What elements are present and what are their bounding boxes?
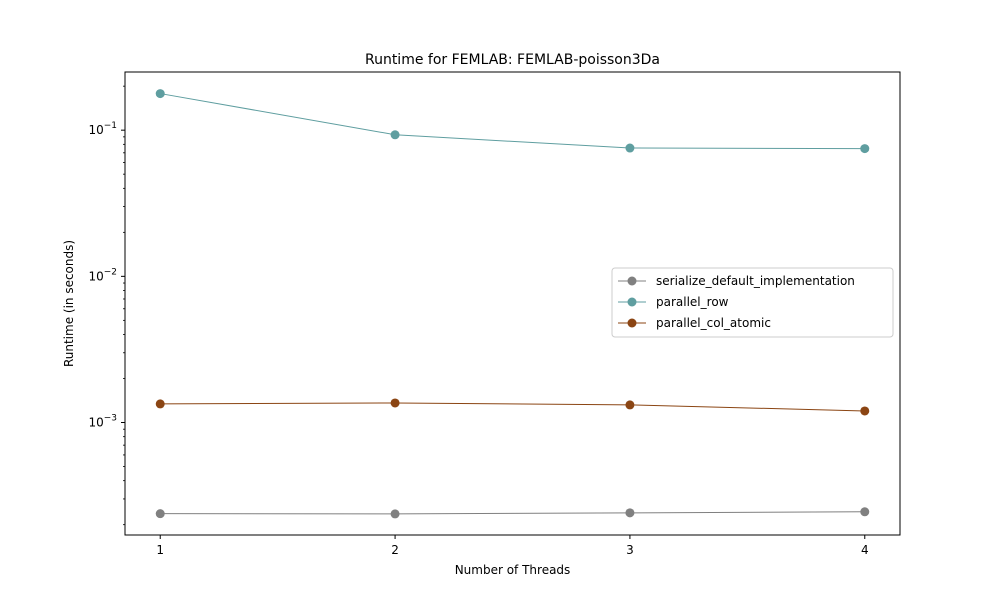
data-point: [860, 507, 870, 517]
series-line: [160, 511, 865, 515]
data-point: [155, 89, 165, 99]
data-point: [155, 509, 165, 519]
x-axis-label: Number of Threads: [455, 563, 571, 577]
y-tick-label: 10−1: [88, 121, 117, 137]
legend-label: parallel_row: [656, 295, 729, 309]
data-point: [390, 398, 400, 408]
legend-marker: [627, 297, 637, 307]
y-axis-label: Runtime (in seconds): [62, 240, 76, 367]
legend-label: serialize_default_implementation: [656, 274, 855, 288]
data-point: [625, 400, 635, 410]
axes: 1 2 3 4 10−1 10−2 10−3: [88, 85, 869, 557]
y-tick-label: 10−3: [88, 414, 117, 430]
data-point: [860, 144, 870, 154]
plot-frame: [124, 71, 901, 536]
x-tick-label: 2: [391, 543, 399, 557]
series-line: [160, 402, 865, 412]
data-point: [390, 130, 400, 140]
x-tick-label: 4: [861, 543, 869, 557]
data-point: [625, 143, 635, 153]
legend: serialize_default_implementation parallel…: [611, 267, 894, 338]
legend-label: parallel_col_atomic: [656, 316, 771, 330]
data-point: [390, 509, 400, 519]
data-point: [625, 508, 635, 518]
x-tick-label: 3: [626, 543, 634, 557]
series-line: [160, 93, 865, 150]
x-tick-label: 1: [156, 543, 164, 557]
legend-marker: [627, 318, 637, 328]
y-tick-label: 10−2: [88, 267, 117, 283]
legend-marker: [627, 276, 637, 286]
plot-area: [155, 89, 870, 519]
legend-box: [611, 267, 894, 338]
data-point: [860, 406, 870, 416]
chart-title: Runtime for FEMLAB: FEMLAB-poisson3Da: [365, 52, 660, 68]
data-point: [155, 399, 165, 409]
